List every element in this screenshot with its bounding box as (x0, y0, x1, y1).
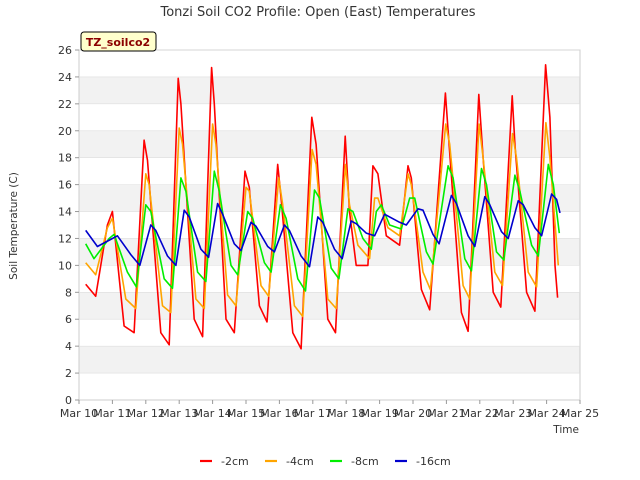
x-tick-label: Mar 23 (494, 407, 532, 420)
y-tick-label: 16 (58, 179, 72, 192)
x-tick-label: Mar 25 (561, 407, 599, 420)
x-tick-label: Mar 16 (260, 407, 298, 420)
y-tick-label: 12 (58, 232, 72, 245)
series-line-2cmcm (85, 64, 559, 350)
x-tick-label: Mar 18 (327, 407, 365, 420)
y-tick-label: 4 (65, 340, 72, 353)
legend: -2cm -4cm -8cm -16cm (200, 455, 451, 468)
y-tick-label: 24 (58, 71, 72, 84)
y-axis-label: Soil Temperature (C) (8, 172, 20, 280)
grid-band (79, 76, 580, 104)
series-line-4cmcm (85, 121, 560, 318)
x-tick-label: Mar 10 (60, 407, 98, 420)
y-tick-label: 18 (58, 152, 72, 165)
grid-band (79, 211, 580, 239)
badge-box (80, 31, 157, 52)
x-tick-label: Mar 19 (360, 407, 398, 420)
x-tick-label: Mar 20 (394, 407, 432, 420)
grid-bands (79, 50, 580, 400)
grid-band (79, 265, 580, 293)
chart-title: Tonzi Soil CO2 Profile: Open (East) Temp… (159, 5, 475, 20)
x-tick-label: Mar 17 (294, 407, 332, 420)
series-line-16cmcm (85, 193, 561, 268)
y-tick-label: 22 (58, 98, 72, 111)
x-tick-label: Mar 22 (461, 407, 499, 420)
x-tick-label: Mar 15 (227, 407, 265, 420)
grid-band (79, 103, 580, 131)
grid-band (79, 50, 580, 77)
grid-band (79, 157, 580, 185)
x-tick-label: Mar 13 (160, 407, 198, 420)
y-tick-label: 0 (65, 394, 72, 407)
legend-label: -2cm (221, 455, 249, 468)
x-tick-label: Mar 24 (527, 407, 565, 420)
legend-label: -16cm (416, 455, 451, 468)
y-tick-label: 8 (65, 286, 72, 299)
x-axis-label: Time (552, 424, 579, 436)
y-tick-label: 6 (65, 313, 72, 326)
grid-band (79, 373, 580, 400)
badge: TZ_soilco2 (80, 31, 157, 52)
y-tick-label: 2 (65, 367, 72, 380)
badge-label: TZ_soilco2 (86, 36, 150, 49)
grid-band (79, 346, 580, 374)
y-tick-label: 10 (58, 259, 72, 272)
legend-label: -4cm (286, 455, 314, 468)
series-line-8cmcm (85, 163, 561, 292)
x-tick-label: Mar 11 (93, 407, 131, 420)
grid-band (79, 292, 580, 320)
x-tick-label: Mar 21 (427, 407, 465, 420)
legend-label: -8cm (351, 455, 379, 468)
y-tick-label: 26 (58, 44, 72, 57)
y-tick-label: 20 (58, 125, 72, 138)
x-tick-label: Mar 14 (193, 407, 231, 420)
y-tick-label: 14 (58, 206, 72, 219)
series-layer (85, 64, 561, 350)
grid-band (79, 184, 580, 212)
x-tick-label: Mar 12 (127, 407, 165, 420)
grid-band (79, 130, 580, 158)
